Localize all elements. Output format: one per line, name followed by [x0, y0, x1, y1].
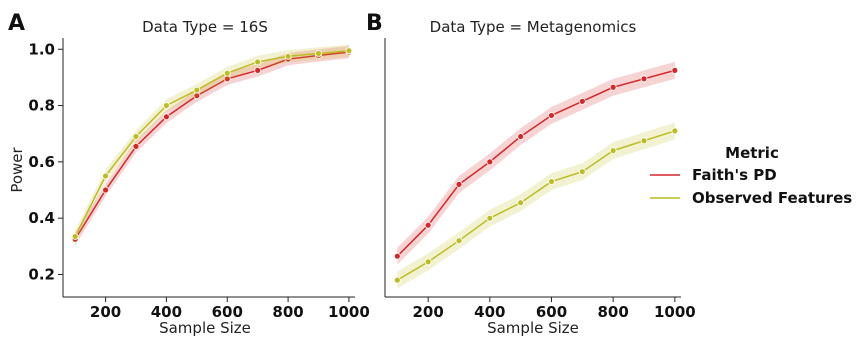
- panel-b: B Data Type = Metagenomics Sample Size 2…: [366, 11, 696, 337]
- panel-a-observed-features-line: [74, 49, 349, 237]
- panel-a-title: Data Type = 16S: [142, 18, 268, 36]
- panel-a-observed-features-point: [71, 233, 79, 240]
- panel-b-xlabel: Sample Size: [487, 319, 579, 337]
- panel-b-xtick-label: 200: [413, 303, 444, 321]
- panel-b-faith-s-pd-point: [548, 112, 555, 119]
- panel-b-xtick-label: 400: [474, 303, 505, 321]
- panel-b-observed-features-line: [396, 130, 676, 281]
- panel-b-observed-features-point: [424, 258, 432, 266]
- panel-a-observed-features-point: [163, 102, 170, 109]
- panel-a-observed-features-point: [102, 172, 109, 180]
- panel-b-faith-s-pd-point: [393, 252, 401, 260]
- panel-b-faith-s-pd-point: [609, 83, 617, 91]
- panel-a-faith-s-pd-point: [254, 66, 262, 74]
- panel-a: A Data Type = 16S Sample Size Power 200 4…: [8, 11, 370, 337]
- panel-b-observed-features-point: [671, 127, 679, 135]
- panel-a-observed-features-point: [193, 86, 201, 94]
- panel-b-faith-s-pd-point: [517, 133, 525, 140]
- panel-b-observed-features-point: [640, 137, 648, 145]
- panel-a-observed-features-point: [284, 52, 292, 60]
- panel-b-faith-s-pd-point: [578, 97, 586, 105]
- panel-a-xtick-label: 800: [272, 303, 303, 321]
- panel-b-faith-s-pd-point: [455, 180, 463, 188]
- panel-a-ytick-label: 0.2: [28, 265, 55, 283]
- panel-a-ylabel: Power: [8, 146, 26, 192]
- panel-a-xtick-label: 200: [90, 303, 121, 321]
- panel-b-xtick-label: 800: [598, 303, 629, 321]
- panel-a-faith-s-pd-line: [74, 51, 349, 240]
- panel-a-observed-features-point: [254, 58, 262, 66]
- panel-a-faith-s-pd-point: [132, 142, 140, 150]
- panel-b-observed-features-point: [548, 178, 555, 185]
- panel-a-ytick-label: 1.0: [28, 40, 55, 58]
- panel-a-observed-features-point: [315, 50, 322, 57]
- panel-b-faith-s-pd-line: [396, 69, 676, 257]
- panel-b-xtick-label: 600: [536, 303, 567, 321]
- panel-b-faith-s-pd-point: [486, 158, 494, 166]
- panel-a-observed-features-point: [223, 69, 231, 77]
- panel-b-plot-area: 200 400 600 800 1000: [384, 38, 696, 321]
- panel-b-letter: B: [366, 11, 383, 36]
- panel-b-xtick-label: 1000: [654, 303, 696, 321]
- panel-a-observed-features-point: [132, 133, 140, 140]
- legend-label-observed-features: Observed Features: [692, 189, 852, 207]
- panel-a-observed-features-ci-band: [75, 44, 349, 243]
- panel-a-faith-s-pd-ci-band: [75, 45, 349, 246]
- panel-b-observed-features-point: [486, 214, 494, 222]
- panel-a-xtick-label: 400: [151, 303, 182, 321]
- panel-a-observed-features-point: [345, 47, 353, 55]
- legend-title: Metric: [725, 144, 779, 162]
- panel-b-observed-features-point: [578, 168, 586, 176]
- panel-a-letter: A: [8, 11, 25, 36]
- panel-b-observed-features-point: [393, 276, 401, 284]
- panel-b-faith-s-pd-ci-band: [397, 61, 675, 265]
- panel-b-faith-s-pd-point: [671, 66, 679, 74]
- panel-a-ytick-label: 0.8: [28, 97, 55, 115]
- panel-a-xtick-label: 1000: [328, 303, 370, 321]
- panel-b-observed-features-point: [609, 147, 617, 155]
- panel-a-faith-s-pd-point: [163, 113, 170, 121]
- panel-b-observed-features-point: [517, 199, 525, 207]
- legend-label-faiths-pd: Faith's PD: [692, 166, 777, 184]
- panel-a-plot-area: 200 400 600 800 1000 0.2 0.4 0.6 0.8 1.0: [28, 38, 370, 321]
- panel-a-xtick-label: 600: [212, 303, 243, 321]
- panel-a-faith-s-pd-point: [102, 186, 109, 194]
- panel-a-xlabel: Sample Size: [159, 319, 251, 337]
- panel-b-observed-features-ci-band: [397, 122, 675, 289]
- panel-a-ytick-label: 0.6: [28, 153, 55, 171]
- panel-b-observed-features-point: [455, 237, 463, 245]
- panel-b-faith-s-pd-point: [640, 75, 648, 83]
- panel-b-faith-s-pd-point: [424, 221, 432, 229]
- panel-a-ytick-label: 0.4: [28, 209, 55, 227]
- legend: Metric Faith's PD Observed Features: [650, 144, 852, 207]
- panel-b-title: Data Type = Metagenomics: [430, 18, 637, 36]
